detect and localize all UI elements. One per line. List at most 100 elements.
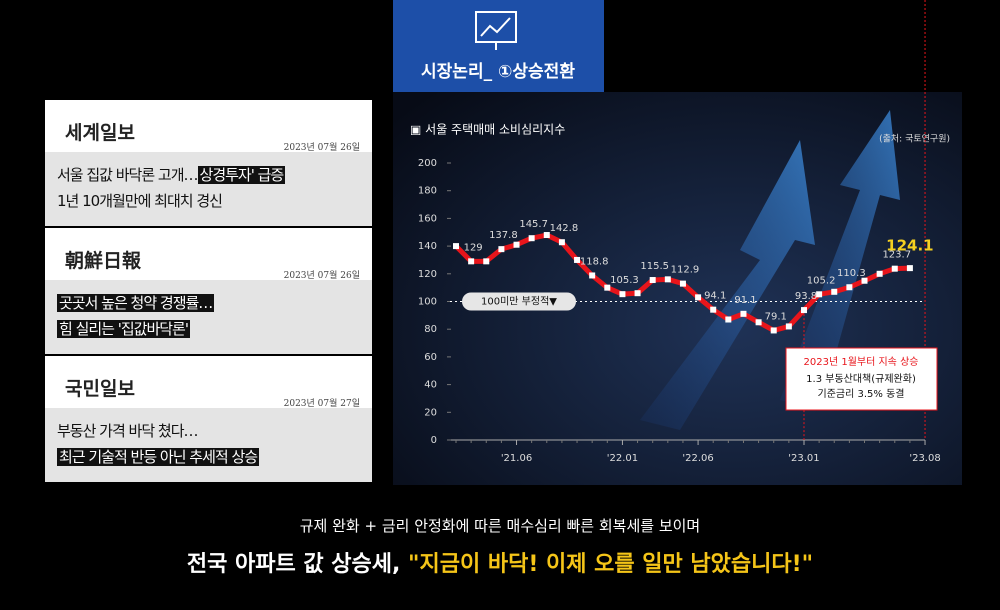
data-point xyxy=(649,277,656,284)
data-point xyxy=(816,291,823,298)
data-label: 94.1 xyxy=(704,291,726,302)
data-label: 105.2 xyxy=(807,275,836,286)
y-tick-label: 200 xyxy=(418,158,437,169)
y-tick-label: 140 xyxy=(418,241,437,252)
headline-text: 힘 실리는 '집값바닥론' xyxy=(57,320,190,338)
data-point xyxy=(634,290,641,297)
headline-text: 1년 10개월만에 최대치 경신 xyxy=(57,192,223,210)
clip-date: 2023년 07월 26일 xyxy=(283,271,360,281)
headline-text: 서울 집값 바닥론 고개… xyxy=(57,166,199,184)
x-tick-label: '23.08 xyxy=(909,453,940,464)
data-point xyxy=(483,258,490,265)
data-label: 105.3 xyxy=(610,275,639,286)
data-point xyxy=(695,294,702,301)
data-point xyxy=(891,265,898,272)
data-point xyxy=(558,239,565,246)
annotation-line: 기준금리 3.5% 동결 xyxy=(818,388,905,400)
x-tick-label: '22.06 xyxy=(682,453,713,464)
data-label: 115.5 xyxy=(640,261,669,272)
headline-line: 서울 집값 바닥론 고개… 상경투자' 급증 xyxy=(57,162,360,188)
paper-name: 세계일보 xyxy=(65,122,135,144)
footer-line2: 전국 아파트 값 상승세, "지금이 바닥! 이제 오를 일만 남았습니다!" xyxy=(0,546,1000,578)
data-point xyxy=(604,284,611,291)
y-tick-label: 60 xyxy=(424,352,437,363)
data-point xyxy=(528,235,535,242)
data-label: 142.8 xyxy=(550,223,579,234)
chart-source: (출처: 국토연구원) xyxy=(879,133,950,145)
data-point xyxy=(831,288,838,295)
deco-arrow xyxy=(640,140,815,430)
y-tick-label: 40 xyxy=(424,380,437,391)
data-point xyxy=(664,276,671,283)
headline-text: 곳곳서 높은 청약 경쟁률… xyxy=(57,294,215,312)
headline: 곳곳서 높은 청약 경쟁률… 힘 실리는 '집값바닥론' xyxy=(45,280,372,354)
y-tick-label: 180 xyxy=(418,186,437,197)
data-label: 137.8 xyxy=(489,230,518,241)
data-label: 145.7 xyxy=(519,219,548,230)
clip-date: 2023년 07월 27일 xyxy=(283,399,360,409)
data-point xyxy=(498,246,505,253)
header-box xyxy=(393,0,604,92)
data-point xyxy=(785,323,792,330)
data-point xyxy=(725,316,732,323)
headline-line: 곳곳서 높은 청약 경쟁률… xyxy=(57,290,360,316)
data-point xyxy=(740,310,747,317)
data-point xyxy=(619,291,626,298)
header-icon xyxy=(475,11,517,50)
headline: 부동산 가격 바닥 쳤다… 최근 기술적 반등 아닌 추세적 상승 xyxy=(45,408,372,482)
data-point xyxy=(574,256,581,263)
headline-text: 상경투자' 급증 xyxy=(197,166,286,184)
data-label: 112.9 xyxy=(671,265,700,276)
y-tick-label: 100 xyxy=(418,297,437,308)
y-tick-label: 160 xyxy=(418,213,437,224)
data-label: 110.3 xyxy=(837,268,866,279)
data-point xyxy=(800,307,807,314)
data-point xyxy=(770,327,777,334)
data-label: 123.7 xyxy=(882,250,911,261)
y-tick-label: 120 xyxy=(418,269,437,280)
clip-date: 2023년 07월 26일 xyxy=(283,143,360,153)
headline-text: 최근 기술적 반등 아닌 추세적 상승 xyxy=(57,448,260,466)
reference-pill xyxy=(462,292,576,311)
paper-name: 朝鮮日報 xyxy=(65,250,142,272)
data-point xyxy=(906,265,913,272)
x-tick-label: '21.06 xyxy=(501,453,532,464)
headline-line: 1년 10개월만에 최대치 경신 xyxy=(57,188,360,214)
data-label: 93.8 xyxy=(795,291,817,302)
data-point xyxy=(755,319,762,326)
data-label: 124.1 xyxy=(886,237,933,255)
footer-text: 전국 아파트 값 상승세, xyxy=(186,552,408,577)
data-point xyxy=(468,258,475,265)
y-tick-label: 0 xyxy=(431,435,437,446)
data-point xyxy=(589,272,596,279)
x-tick-label: '23.01 xyxy=(788,453,819,464)
headline-line: 힘 실리는 '집값바닥론' xyxy=(57,316,360,342)
x-tick-label: '22.01 xyxy=(607,453,638,464)
y-tick-label: 80 xyxy=(424,324,437,335)
footer-line1: 규제 완화 + 금리 안정화에 따른 매수심리 빠른 회복세를 보이며 xyxy=(299,517,701,535)
data-label: 91.1 xyxy=(734,295,756,306)
footer-quote: "지금이 바닥! 이제 오를 일만 남았습니다!" xyxy=(408,552,814,577)
headline: 서울 집값 바닥론 고개… 상경투자' 급증 1년 10개월만에 최대치 경신 xyxy=(45,152,372,226)
y-tick-label: 20 xyxy=(424,407,437,418)
data-point xyxy=(861,277,868,284)
data-point xyxy=(453,243,459,250)
data-point xyxy=(710,306,717,313)
chart-title: ▣ 서울 주택매매 소비심리지수 xyxy=(410,123,565,137)
headline-text: 부동산 가격 바닥 쳤다… xyxy=(57,422,199,440)
data-point xyxy=(846,284,853,291)
annotation-line: 1.3 부동산대책(규제완화) xyxy=(806,373,916,385)
annotation-title: 2023년 1월부터 지속 상승 xyxy=(804,356,919,368)
data-label: 118.8 xyxy=(580,256,609,267)
headline-line: 부동산 가격 바닥 쳤다… xyxy=(57,418,360,444)
header-title: 시장논리_ ①상승전환 xyxy=(421,62,575,82)
data-point xyxy=(513,241,520,248)
data-point xyxy=(876,270,883,277)
deco-arrow xyxy=(780,110,900,410)
reference-label: 100미만 부정적▼ xyxy=(481,296,557,308)
paper-name: 국민일보 xyxy=(65,378,135,400)
